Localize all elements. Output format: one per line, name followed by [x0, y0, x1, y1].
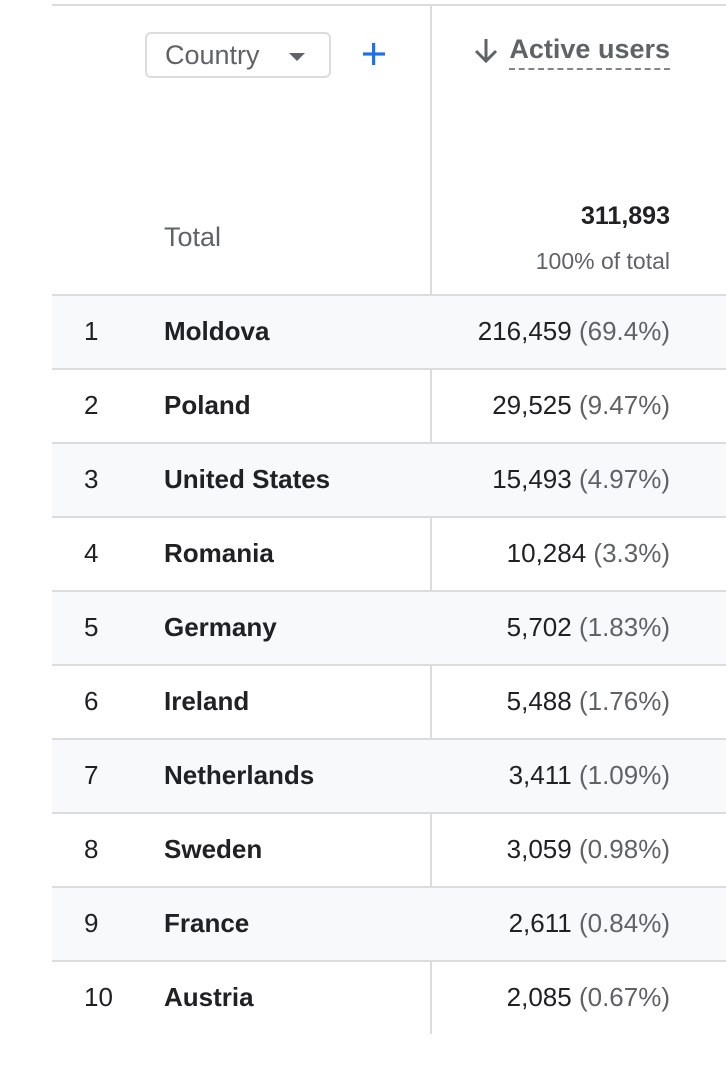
row-value: 2,611 (0.84%) — [509, 908, 670, 939]
row-value-percent: (0.98%) — [578, 834, 670, 864]
table-row[interactable]: 3 United States 15,493 (4.97%) — [52, 442, 726, 516]
table-row[interactable]: 8 Sweden 3,059 (0.98%) — [52, 812, 726, 886]
row-country[interactable]: Romania — [164, 538, 274, 568]
row-value-percent: (9.47%) — [578, 390, 670, 420]
row-value-number: 5,702 — [506, 612, 572, 642]
row-value-percent: (1.76%) — [578, 686, 670, 716]
table-row[interactable]: 10 Austria 2,085 (0.67%) — [52, 960, 726, 1034]
row-rank: 8 — [84, 834, 99, 864]
row-value-number: 2,611 — [508, 908, 572, 938]
row-value-number: 2,085 — [506, 982, 572, 1012]
table-row[interactable]: 5 Germany 5,702 (1.83%) — [52, 590, 726, 664]
row-value-percent: (1.09%) — [578, 760, 670, 790]
row-value: 5,702 (1.83%) — [507, 612, 670, 643]
row-country[interactable]: Sweden — [164, 834, 263, 864]
row-country[interactable]: Ireland — [164, 686, 250, 716]
row-value-number: 3,059 — [506, 834, 572, 864]
row-value: 15,493 (4.97%) — [492, 464, 670, 495]
row-rank: 6 — [84, 686, 99, 716]
metric-column-header[interactable]: Active users — [473, 32, 670, 70]
row-rank: 1 — [84, 316, 99, 346]
table-row[interactable]: 1 Moldova 216,459 (69.4%) — [52, 294, 726, 368]
column-divider — [430, 4, 432, 1034]
row-value: 3,059 (0.98%) — [507, 834, 670, 865]
row-value: 5,488 (1.76%) — [507, 686, 670, 717]
dimension-dropdown[interactable]: Country — [145, 32, 331, 78]
dimension-dropdown-label: Country — [165, 39, 260, 70]
total-label: Total — [164, 222, 222, 252]
row-value: 10,284 (3.3%) — [507, 538, 670, 569]
row-country[interactable]: Poland — [164, 390, 251, 420]
row-country[interactable]: Moldova — [164, 316, 270, 346]
row-country[interactable]: Austria — [164, 982, 254, 1012]
table-row[interactable]: 6 Ireland 5,488 (1.76%) — [52, 664, 726, 738]
row-country[interactable]: United States — [164, 464, 331, 494]
table-body: 1 Moldova 216,459 (69.4%) 2 Poland 29,52… — [52, 294, 726, 1034]
row-value-number: 216,459 — [477, 316, 572, 346]
table-row[interactable]: 4 Romania 10,284 (3.3%) — [52, 516, 726, 590]
row-value: 216,459 (69.4%) — [478, 316, 670, 347]
add-dimension-button[interactable] — [358, 38, 390, 70]
row-value-percent: (0.84%) — [578, 908, 670, 938]
row-rank: 3 — [84, 464, 99, 494]
row-value-percent: (69.4%) — [578, 316, 670, 346]
table-top-border — [52, 4, 726, 6]
row-value-percent: (1.83%) — [578, 612, 670, 642]
table-row[interactable]: 9 France 2,611 (0.84%) — [52, 886, 726, 960]
row-value-number: 10,284 — [506, 538, 587, 568]
arrow-down-icon — [475, 39, 498, 64]
row-value: 2,085 (0.67%) — [507, 982, 670, 1013]
row-country[interactable]: France — [164, 908, 250, 938]
row-rank: 2 — [84, 390, 99, 420]
row-rank: 4 — [84, 538, 99, 568]
row-value-percent: (0.67%) — [578, 982, 670, 1012]
row-value-percent: (4.97%) — [578, 464, 670, 494]
row-rank: 7 — [84, 760, 99, 790]
row-rank: 5 — [84, 612, 99, 642]
total-share: 100% of total — [535, 248, 670, 274]
row-country[interactable]: Netherlands — [164, 760, 315, 790]
total-value: 311,893 — [581, 202, 670, 230]
plus-icon — [363, 43, 385, 65]
row-value-percent: (3.3%) — [593, 538, 670, 568]
metric-column-title[interactable]: Active users — [509, 32, 670, 70]
table-row[interactable]: 7 Netherlands 3,411 (1.09%) — [52, 738, 726, 812]
caret-down-icon — [289, 53, 305, 61]
row-value-number: 15,493 — [492, 464, 572, 494]
row-country[interactable]: Germany — [164, 612, 277, 642]
row-value-number: 29,525 — [492, 390, 572, 420]
row-value: 3,411 (1.09%) — [509, 760, 670, 791]
row-value: 29,525 (9.47%) — [492, 390, 670, 421]
row-value-number: 5,488 — [506, 686, 572, 716]
row-rank: 9 — [84, 908, 99, 938]
row-value-number: 3,411 — [508, 760, 572, 790]
row-rank: 10 — [84, 982, 113, 1012]
table-row[interactable]: 2 Poland 29,525 (9.47%) — [52, 368, 726, 442]
